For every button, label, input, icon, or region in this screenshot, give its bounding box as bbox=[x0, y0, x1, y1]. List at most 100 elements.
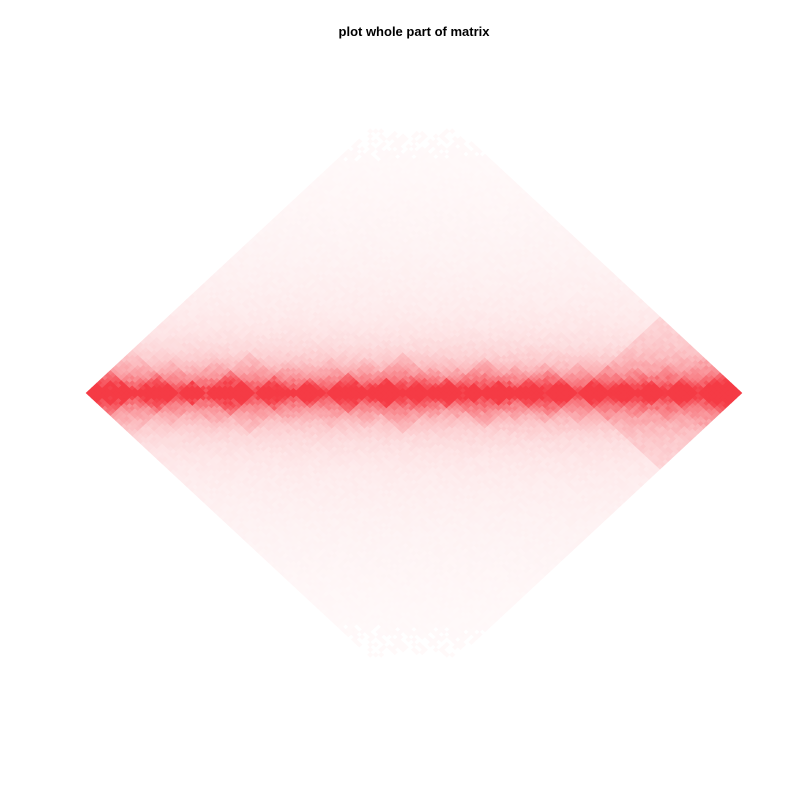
heatmap-cell bbox=[334, 184, 341, 190]
heatmap-cell bbox=[369, 634, 377, 640]
heatmap-cell bbox=[339, 174, 346, 180]
heatmap-cell bbox=[378, 128, 385, 135]
heatmap-cell bbox=[143, 413, 150, 419]
heatmap-cell bbox=[118, 359, 125, 366]
heatmap-cell bbox=[367, 133, 374, 140]
heatmap-cell bbox=[249, 237, 256, 244]
heatmap-cell bbox=[364, 151, 371, 157]
heatmap-cell bbox=[353, 161, 360, 168]
heatmap-cell bbox=[192, 474, 199, 480]
heatmap-cell bbox=[279, 545, 286, 551]
heatmap-cell bbox=[331, 176, 338, 183]
heatmap-cell bbox=[252, 245, 259, 251]
heatmap-cell bbox=[298, 568, 305, 574]
heatmap-cell bbox=[203, 474, 210, 480]
heatmap-cell bbox=[279, 219, 286, 226]
heatmap-cell bbox=[279, 565, 286, 572]
heatmap-cell bbox=[323, 606, 330, 612]
heatmap-cell bbox=[211, 496, 218, 503]
heatmap-cell bbox=[323, 611, 330, 617]
heatmap-cell bbox=[279, 550, 286, 556]
heatmap-cell bbox=[367, 646, 374, 653]
heatmap-cell bbox=[184, 451, 191, 457]
heatmap-cell bbox=[255, 237, 262, 244]
heatmap-cell bbox=[244, 537, 251, 544]
heatmap-cell bbox=[342, 613, 349, 620]
heatmap-cell bbox=[257, 260, 264, 267]
heatmap-cell bbox=[260, 542, 267, 549]
heatmap-cell bbox=[170, 458, 177, 465]
heatmap-cell bbox=[274, 214, 281, 221]
heatmap-cell bbox=[252, 545, 259, 551]
heatmap-cell bbox=[279, 555, 286, 562]
heatmap-cell bbox=[257, 230, 264, 236]
heatmap-cell bbox=[301, 194, 308, 201]
heatmap-cell bbox=[118, 374, 125, 381]
heatmap-cell bbox=[107, 405, 114, 412]
heatmap-cell bbox=[320, 608, 327, 615]
heatmap-cell bbox=[225, 275, 232, 282]
heatmap-cell bbox=[301, 580, 308, 587]
heatmap-cell bbox=[268, 230, 275, 236]
heatmap-cell bbox=[271, 222, 278, 229]
heatmap-cell bbox=[173, 313, 180, 320]
heatmap-cell bbox=[304, 207, 311, 213]
heatmap-cell bbox=[244, 522, 251, 529]
heatmap-cell bbox=[282, 227, 289, 234]
heatmap-cell bbox=[244, 532, 251, 539]
heatmap-cell bbox=[391, 130, 398, 137]
heatmap-cell bbox=[342, 151, 349, 157]
heatmap-cell bbox=[162, 344, 169, 351]
heatmap-cell bbox=[342, 629, 349, 635]
heatmap-cell bbox=[277, 222, 284, 229]
heatmap-cell bbox=[391, 649, 398, 656]
heatmap-cell bbox=[143, 336, 150, 343]
heatmap-cell bbox=[107, 374, 114, 381]
heatmap-cell bbox=[162, 435, 169, 442]
heatmap-cell bbox=[233, 268, 240, 274]
heatmap-cell bbox=[151, 359, 158, 366]
heatmap-cell bbox=[323, 601, 330, 607]
heatmap-cell bbox=[257, 240, 264, 246]
heatmap-cell bbox=[274, 230, 281, 236]
heatmap-cell bbox=[257, 535, 264, 541]
heatmap-cell bbox=[279, 540, 286, 546]
heatmap-cell bbox=[339, 611, 346, 617]
heatmap-cell bbox=[361, 621, 368, 628]
heatmap-cell bbox=[342, 603, 349, 610]
heatmap-cell bbox=[132, 352, 139, 358]
heatmap-cell bbox=[339, 169, 346, 175]
heatmap-cell bbox=[192, 321, 199, 328]
heatmap-cell bbox=[323, 194, 330, 201]
heatmap-cell bbox=[323, 590, 330, 597]
heatmap-cell bbox=[257, 255, 264, 262]
heatmap-cell bbox=[129, 374, 136, 381]
heatmap-cell bbox=[315, 176, 322, 183]
heatmap-cell bbox=[252, 260, 259, 267]
heatmap-cell bbox=[162, 451, 169, 457]
heatmap-cell bbox=[364, 629, 371, 635]
heatmap-cell bbox=[260, 532, 267, 539]
heatmap-cell bbox=[110, 413, 117, 419]
heatmap-cell bbox=[260, 232, 267, 239]
heatmap-cell bbox=[282, 557, 289, 564]
heatmap-cell bbox=[301, 575, 308, 582]
heatmap-cell bbox=[260, 537, 267, 544]
heatmap-cell bbox=[282, 542, 289, 549]
heatmap-cell bbox=[320, 191, 327, 198]
heatmap-cell bbox=[432, 646, 439, 653]
heatmap-cell bbox=[301, 189, 308, 196]
heatmap-cell bbox=[345, 169, 352, 175]
heatmap-cell bbox=[320, 181, 327, 188]
heatmap-cell bbox=[118, 405, 125, 412]
heatmap-cell bbox=[107, 390, 114, 396]
heatmap-cell bbox=[279, 214, 286, 221]
heatmap-cell bbox=[301, 204, 308, 211]
heatmap-cell bbox=[233, 522, 240, 529]
heatmap-cell bbox=[298, 557, 305, 564]
heatmap-cell bbox=[339, 616, 346, 623]
heatmap-cell bbox=[192, 489, 199, 495]
heatmap-cell bbox=[170, 336, 177, 343]
heatmap-cell bbox=[192, 291, 199, 297]
heatmap-cell bbox=[214, 504, 221, 511]
